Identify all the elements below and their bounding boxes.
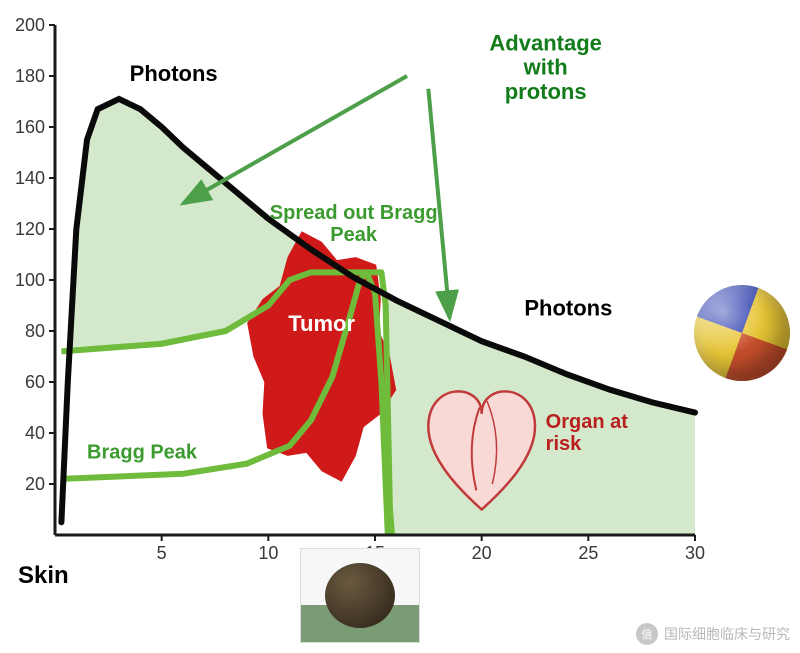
bragg-peak-chart: 2040608010012014016018020051015202530Ski… xyxy=(0,0,800,610)
watermark: 信 国际细胞临床与研究 xyxy=(636,623,790,645)
xtick-label: 10 xyxy=(258,543,278,563)
ytick-label: 180 xyxy=(15,66,45,86)
basketball-decoration xyxy=(694,285,790,381)
advantage-label: Advantage xyxy=(489,31,601,56)
organ-at-risk-label: risk xyxy=(546,433,582,455)
ytick-label: 140 xyxy=(15,168,45,188)
xtick-label: 25 xyxy=(578,543,598,563)
ytick-label: 20 xyxy=(25,474,45,494)
skin-label: Skin xyxy=(18,562,69,589)
watermark-text: 国际细胞临床与研究 xyxy=(664,624,790,644)
ytick-label: 80 xyxy=(25,321,45,341)
advantage-arrow-1 xyxy=(183,76,407,204)
photons-right-label: Photons xyxy=(524,296,612,321)
photons-left-label: Photons xyxy=(130,61,218,86)
advantage-label: with xyxy=(523,55,568,80)
ytick-label: 100 xyxy=(15,270,45,290)
wechat-icon: 信 xyxy=(636,623,658,645)
sobp-label: Spread out Bragg xyxy=(270,202,438,224)
organ-at-risk-label: Organ at xyxy=(546,411,629,433)
tumor-label: Tumor xyxy=(288,311,355,336)
sobp-label: Peak xyxy=(330,224,378,246)
xtick-label: 20 xyxy=(472,543,492,563)
ytick-label: 160 xyxy=(15,117,45,137)
ytick-label: 60 xyxy=(25,372,45,392)
stone-photo xyxy=(300,548,420,643)
ytick-label: 200 xyxy=(15,15,45,35)
stone-ball xyxy=(325,563,395,628)
chart-container: 2040608010012014016018020051015202530Ski… xyxy=(0,0,800,610)
xtick-label: 30 xyxy=(685,543,705,563)
ytick-label: 40 xyxy=(25,423,45,443)
advantage-label: protons xyxy=(505,79,587,104)
bragg-peak-label: Bragg Peak xyxy=(87,442,198,464)
xtick-label: 5 xyxy=(157,543,167,563)
ytick-label: 120 xyxy=(15,219,45,239)
